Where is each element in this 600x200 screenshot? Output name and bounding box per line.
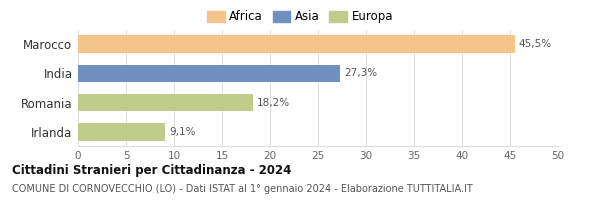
Bar <box>78 94 253 111</box>
Text: 18,2%: 18,2% <box>257 98 290 108</box>
Legend: Africa, Asia, Europa: Africa, Asia, Europa <box>205 8 395 26</box>
Text: Cittadini Stranieri per Cittadinanza - 2024: Cittadini Stranieri per Cittadinanza - 2… <box>12 164 292 177</box>
Bar <box>78 65 340 82</box>
Text: 27,3%: 27,3% <box>344 68 377 78</box>
Text: 9,1%: 9,1% <box>169 127 196 137</box>
Text: COMUNE DI CORNOVECCHIO (LO) - Dati ISTAT al 1° gennaio 2024 - Elaborazione TUTTI: COMUNE DI CORNOVECCHIO (LO) - Dati ISTAT… <box>12 184 473 194</box>
Bar <box>78 35 515 53</box>
Bar <box>78 123 166 141</box>
Text: 45,5%: 45,5% <box>518 39 552 49</box>
